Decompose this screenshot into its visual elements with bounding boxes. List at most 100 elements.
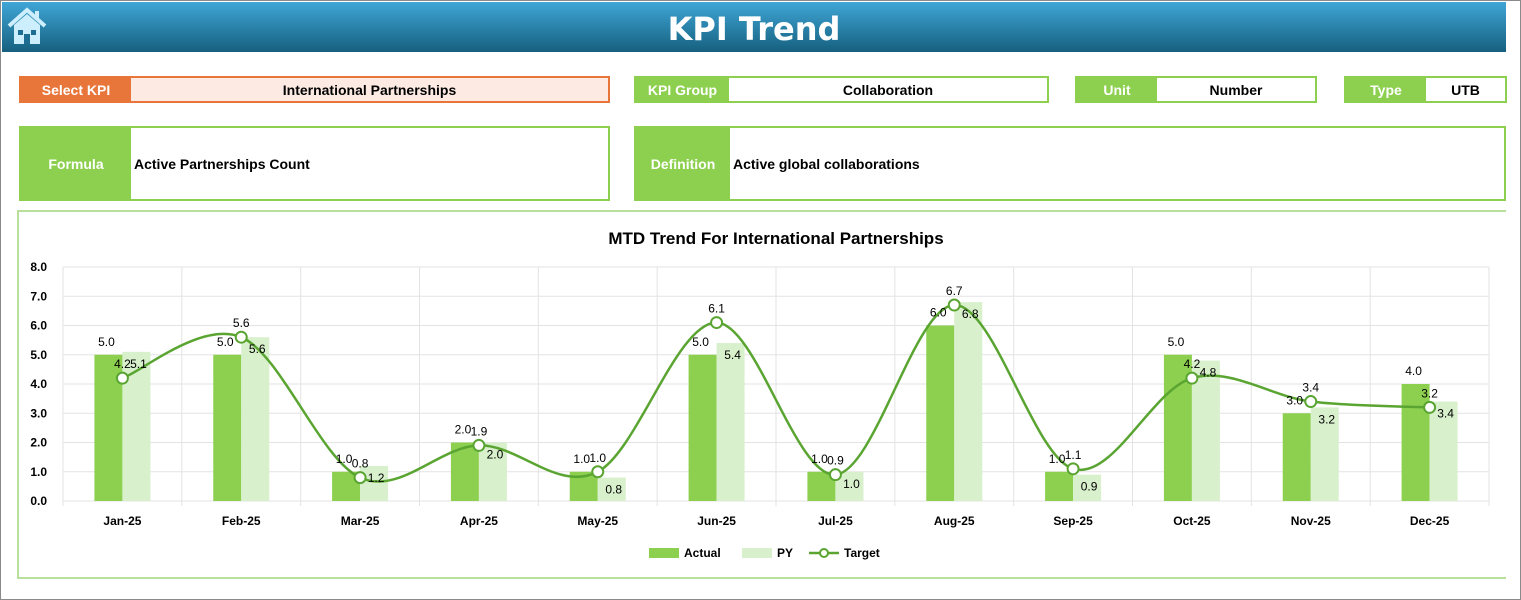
y-tick-label: 8.0 xyxy=(30,260,47,274)
trend-chart: MTD Trend For International Partnerships… xyxy=(30,229,1490,560)
x-tick-label: Dec-25 xyxy=(1410,514,1450,528)
target-marker xyxy=(353,471,367,485)
target-marker xyxy=(710,316,724,330)
target-data-label: 4.2 xyxy=(1184,357,1201,371)
unit-label: Unit xyxy=(1077,78,1157,101)
page-title: KPI Trend xyxy=(667,10,841,48)
chart-title: MTD Trend For International Partnerships xyxy=(608,229,943,248)
y-tick-label: 6.0 xyxy=(30,319,47,333)
target-data-label: 0.8 xyxy=(352,457,369,471)
py-data-label: 2.0 xyxy=(487,448,504,462)
x-tick-label: Mar-25 xyxy=(341,514,380,528)
target-marker xyxy=(947,298,961,312)
target-line xyxy=(121,303,1430,483)
py-data-label: 1.0 xyxy=(843,477,860,491)
py-data-label: 5.1 xyxy=(130,357,147,371)
actual-data-label: 6.0 xyxy=(930,306,947,320)
home-icon[interactable] xyxy=(6,6,48,46)
select-kpi-label: Select KPI xyxy=(21,78,131,101)
actual-bar xyxy=(450,442,479,501)
actual-data-label: 1.0 xyxy=(1049,452,1066,466)
y-tick-label: 0.0 xyxy=(30,494,47,508)
x-tick-label: Aug-25 xyxy=(934,514,975,528)
target-marker xyxy=(1304,395,1318,409)
select-kpi-dropdown[interactable]: International Partnerships xyxy=(131,78,608,101)
actual-data-label: 1.0 xyxy=(573,452,590,466)
py-data-label: 4.8 xyxy=(1200,366,1217,380)
legend-actual-label: Actual xyxy=(684,546,721,560)
target-data-label: 5.6 xyxy=(233,316,250,330)
actual-bar xyxy=(213,354,242,501)
y-tick-label: 7.0 xyxy=(30,289,47,303)
x-tick-label: May-25 xyxy=(577,514,618,528)
py-bar xyxy=(360,465,389,501)
actual-data-label: 1.0 xyxy=(336,452,353,466)
target-data-label: 1.1 xyxy=(1065,448,1082,462)
definition-value: Active global collaborations xyxy=(733,155,920,172)
actual-data-label: 3.0 xyxy=(1286,393,1303,407)
target-data-label: 0.9 xyxy=(827,454,844,468)
target-data-label: 3.2 xyxy=(1421,386,1438,400)
py-bar xyxy=(478,442,507,501)
kpi-group-field: KPI Group Collaboration xyxy=(634,76,1049,103)
legend-target-marker xyxy=(819,548,829,558)
x-tick-label: Jan-25 xyxy=(103,514,141,528)
target-data-label: 6.7 xyxy=(946,284,963,298)
py-bar xyxy=(1073,474,1102,501)
x-tick-label: Jun-25 xyxy=(697,514,736,528)
actual-bar xyxy=(1401,384,1430,501)
type-value: UTB xyxy=(1426,78,1505,101)
definition-label: Definition xyxy=(636,128,730,199)
header-bar: KPI Trend xyxy=(2,2,1506,52)
select-kpi-field[interactable]: Select KPI International Partnerships xyxy=(19,76,610,103)
unit-value: Number xyxy=(1157,78,1315,101)
actual-data-label: 5.0 xyxy=(692,335,709,349)
formula-box: Formula Active Partnerships Count xyxy=(19,126,610,201)
target-data-label: 1.9 xyxy=(471,424,488,438)
target-data-label: 1.0 xyxy=(589,451,606,465)
actual-bar xyxy=(688,354,717,501)
target-marker xyxy=(472,438,486,452)
actual-data-label: 2.0 xyxy=(455,423,472,437)
type-label: Type xyxy=(1346,78,1426,101)
target-marker xyxy=(1066,462,1080,476)
x-tick-label: Jul-25 xyxy=(818,514,853,528)
x-tick-label: Nov-25 xyxy=(1291,514,1331,528)
kpi-group-value: Collaboration xyxy=(729,78,1047,101)
target-data-label: 3.4 xyxy=(1302,381,1319,395)
target-data-label: 4.2 xyxy=(114,357,131,371)
legend-target-label: Target xyxy=(844,546,880,560)
target-marker xyxy=(1423,400,1437,414)
py-data-label: 5.6 xyxy=(249,342,266,356)
target-marker xyxy=(1185,371,1199,385)
definition-box: Definition Active global collaborations xyxy=(634,126,1506,201)
target-data-label: 6.1 xyxy=(708,302,725,316)
actual-bar xyxy=(1282,413,1311,501)
py-bar xyxy=(1191,360,1220,501)
target-marker xyxy=(828,468,842,482)
py-bar xyxy=(241,337,270,501)
x-tick-label: Sep-25 xyxy=(1053,514,1093,528)
legend-py-swatch xyxy=(742,548,772,558)
actual-data-label: 5.0 xyxy=(217,335,234,349)
y-tick-label: 5.0 xyxy=(30,348,47,362)
x-tick-label: Oct-25 xyxy=(1173,514,1211,528)
actual-data-label: 5.0 xyxy=(1168,335,1185,349)
kpi-group-label: KPI Group xyxy=(636,78,729,101)
py-data-label: 0.9 xyxy=(1081,480,1098,494)
target-marker xyxy=(591,465,605,479)
x-tick-label: Apr-25 xyxy=(460,514,498,528)
y-tick-label: 4.0 xyxy=(30,377,47,391)
py-data-label: 0.8 xyxy=(605,483,622,497)
y-tick-label: 2.0 xyxy=(30,436,47,450)
actual-bar xyxy=(926,325,955,501)
actual-data-label: 5.0 xyxy=(98,335,115,349)
py-bar xyxy=(1429,401,1458,501)
formula-label: Formula xyxy=(21,128,131,199)
py-data-label: 3.2 xyxy=(1318,412,1335,426)
x-tick-label: Feb-25 xyxy=(222,514,261,528)
py-data-label: 5.4 xyxy=(724,348,741,362)
chart-container: MTD Trend For International Partnerships… xyxy=(17,210,1506,579)
py-bar xyxy=(597,477,626,501)
actual-bar xyxy=(1045,471,1074,501)
